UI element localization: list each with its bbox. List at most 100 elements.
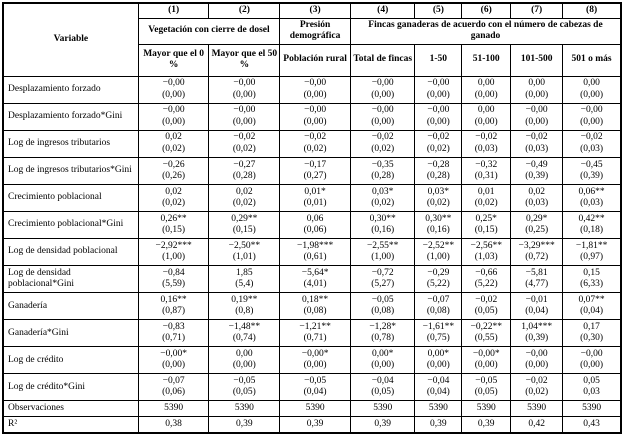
standard-error-value: (0,05) <box>474 387 498 398</box>
sub-header-rural-population: Población rural <box>279 43 351 77</box>
coefficient-cell: 0,29** (0,15) <box>208 210 281 239</box>
coefficient-value: −3,29*** <box>518 240 555 251</box>
column-number-6: (6) <box>461 2 512 19</box>
standard-error-value: (0,03) <box>525 143 549 154</box>
group-header-vegetation: Vegetación con cierre de dosel <box>137 17 281 45</box>
standard-error-value: (0,08) <box>426 306 450 317</box>
variable-label: Log de ingresos tributarios*Gini <box>2 156 139 185</box>
standard-error-value: (0,61) <box>303 252 327 262</box>
coefficient-value: −0,02 <box>580 132 603 143</box>
coefficient-value: 0,29* <box>525 213 548 224</box>
summary-value: 0,39 <box>414 416 463 434</box>
coefficient-cell: −0,00 (0,00) <box>279 102 351 131</box>
coefficient-cell: −1,21** (0,71) <box>279 319 351 348</box>
coefficient-value: −0,05 <box>371 294 394 305</box>
column-number-2: (2) <box>208 2 281 19</box>
standard-error-value: (0,04) <box>525 306 549 317</box>
standard-error-value: (1,03) <box>474 252 498 262</box>
standard-error-value: (0,02) <box>162 143 186 154</box>
standard-error-value: (0,26) <box>162 170 186 181</box>
table-row: Log de ingresos tributarios 0,02 (0,02) −0,… <box>2 129 622 158</box>
coefficient-value: 1,04*** <box>521 322 553 333</box>
standard-error-value: (0,71) <box>303 333 327 344</box>
standard-error-value: (0,02) <box>371 197 395 208</box>
standard-error-value: (0,00) <box>580 116 604 127</box>
coefficient-cell: −0,02 (0,02) <box>510 373 564 402</box>
coefficient-cell: −0,07 (0,06) <box>137 373 210 402</box>
coefficient-cell: −0,05 (0,05) <box>461 373 512 402</box>
coefficient-cell: 0,01* (0,01) <box>279 183 351 212</box>
coefficient-value: 0,00 <box>477 105 495 116</box>
coefficient-value: −0,05 <box>304 376 327 387</box>
coefficient-value: −0,05 <box>475 376 498 387</box>
coefficient-value: −0,07 <box>427 294 450 305</box>
coefficient-cell: −0,72 (5,27) <box>349 265 416 294</box>
coefficient-cell: −5,81 (4,77) <box>510 265 564 294</box>
coefficient-value: −0,02 <box>525 132 548 143</box>
coefficient-cell: −0,05 (0,04) <box>279 373 351 402</box>
sub-header-101-500: 101-500 <box>510 43 564 77</box>
coefficient-value: 0,30** <box>425 213 452 224</box>
standard-error-value: (0,04) <box>426 387 450 398</box>
variable-label: Log de crédito <box>2 346 139 375</box>
standard-error-value: (6,33) <box>580 279 604 290</box>
column-number-8: (8) <box>562 2 622 19</box>
summary-value: 5390 <box>414 400 463 418</box>
standard-error-value: (0,00) <box>232 116 256 127</box>
coefficient-cell: 0,00* (0,00) <box>414 346 463 375</box>
coefficient-value: 0,29** <box>231 213 258 224</box>
standard-error-value: (0,28) <box>371 170 395 181</box>
variable-label: Ganadería <box>2 292 139 321</box>
standard-error-value: (0,02) <box>474 197 498 208</box>
standard-error-value: (0,00) <box>232 89 256 100</box>
standard-error-value: (0,00) <box>426 89 450 100</box>
coefficient-value: −0,00 <box>427 105 450 116</box>
table-row: Log de ingresos tributarios*Gini −0,26 (0,… <box>2 156 622 185</box>
standard-error-value: (0,06) <box>162 387 186 398</box>
variable-label: Log de ingresos tributarios <box>2 129 139 158</box>
table-row: Crecimiento poblacional 0,02 (0,02) 0,02 (0,… <box>2 183 622 212</box>
standard-error-value: (0,39) <box>580 170 604 181</box>
coefficient-value: 0,00 <box>477 78 495 89</box>
coefficient-cell: −5,64* (4,01) <box>279 265 351 294</box>
standard-error-value: (0,28) <box>426 170 450 181</box>
coefficient-cell: −0,17 (0,27) <box>279 156 351 185</box>
coefficient-value: −2,52** <box>422 240 455 251</box>
coefficient-value: −0,35 <box>371 159 394 170</box>
standard-error-value: (5,4) <box>235 279 254 290</box>
standard-error-value: (0,16) <box>426 224 450 235</box>
coefficient-value: −0,02 <box>233 132 256 143</box>
coefficient-value: −0,00 <box>162 105 185 116</box>
standard-error-value: (0,00) <box>232 360 256 371</box>
table-row: Log de densidad poblacional*Gini −0,84 (5,… <box>2 265 622 294</box>
coefficient-cell: 0,19** (0,8) <box>208 292 281 321</box>
coefficient-value: −0,00 <box>371 105 394 116</box>
coefficient-cell: 1,85 (5,4) <box>208 265 281 294</box>
standard-error-value: (0,02) <box>162 197 186 208</box>
standard-error-value: (0,03) <box>580 143 604 154</box>
variable-label: Desplazamiento forzado*Gini <box>2 102 139 131</box>
standard-error-value: (0,27) <box>303 170 327 181</box>
coefficient-cell: −0,01 (0,04) <box>510 292 564 321</box>
column-number-7: (7) <box>510 2 564 19</box>
coefficient-value: −0,04 <box>371 376 394 387</box>
coefficient-value: 0,00* <box>372 349 394 360</box>
coefficient-value: −0,28 <box>427 159 450 170</box>
standard-error-value: (0,00) <box>162 89 186 100</box>
coefficient-cell: 0,00 (0,00) <box>208 346 281 375</box>
standard-error-value: (0,00) <box>580 360 604 371</box>
coefficient-value: 0,30** <box>369 213 396 224</box>
summary-value: 0,39 <box>279 416 351 434</box>
sub-header-501-plus: 501 o más <box>562 43 622 77</box>
standard-error-value: (0,05) <box>371 387 395 398</box>
coefficient-value: −0,83 <box>162 322 185 333</box>
coefficient-value: −0,05 <box>233 376 256 387</box>
coefficient-cell: 0,02 (0,02) <box>208 183 281 212</box>
variable-label: Crecimiento poblacional <box>2 183 139 212</box>
coefficient-value: −0,02 <box>304 132 327 143</box>
coefficient-value: 0,26** <box>160 213 187 224</box>
coefficient-cell: −0,00 (0,00) <box>414 102 463 131</box>
coefficient-cell: 0,42** (0,18) <box>562 210 622 239</box>
coefficient-value: −1,48** <box>228 322 261 333</box>
